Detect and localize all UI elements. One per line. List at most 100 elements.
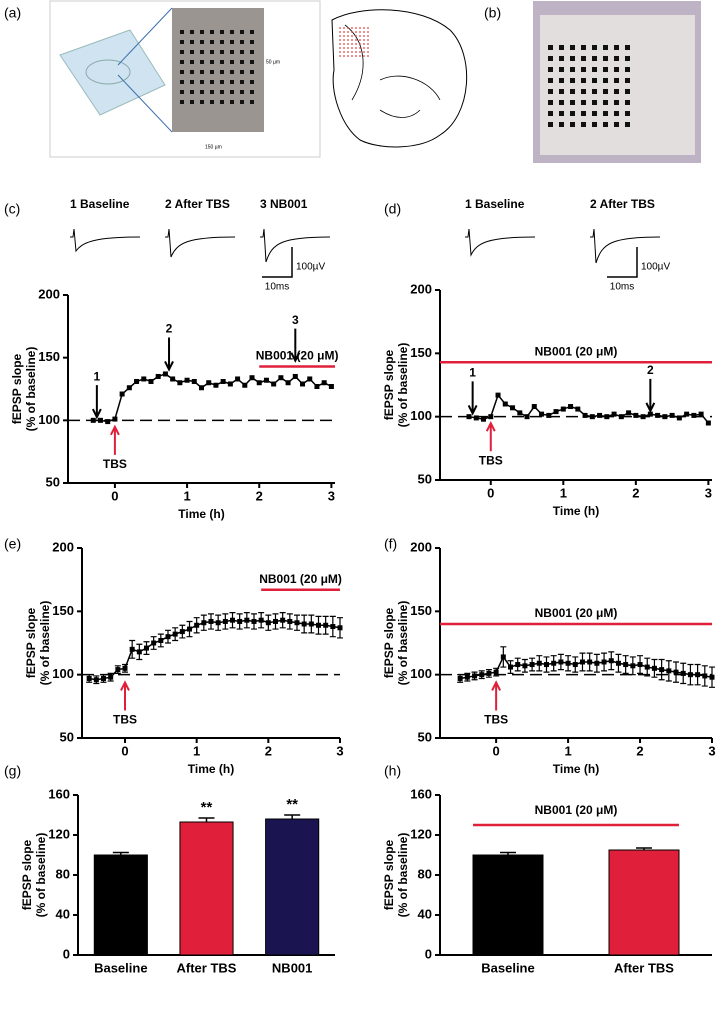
drug-label: NB001 (20 μM): [535, 803, 618, 817]
scale-bar: [607, 247, 638, 278]
series-line: [468, 393, 709, 424]
electrode: [343, 31, 345, 33]
electrode: [240, 100, 244, 104]
electrode: [190, 60, 194, 64]
x-tick-label: 1: [560, 485, 567, 500]
marker: [134, 378, 140, 384]
electrode: [200, 60, 204, 64]
marker: [500, 654, 506, 660]
marker: [300, 381, 306, 387]
electrode: [355, 43, 357, 45]
electrode: [343, 51, 345, 53]
y-axis-label: fEPSP slope: [382, 839, 396, 910]
marker: [486, 670, 492, 676]
drug-label: NB001 (20 μM): [535, 606, 618, 620]
electrode: [603, 56, 608, 61]
marker: [177, 380, 183, 386]
marker: [488, 414, 494, 420]
electrode: [570, 122, 575, 127]
marker: [230, 617, 235, 623]
electrode: [614, 78, 619, 83]
x-tick-label: 2: [265, 743, 272, 758]
marker: [655, 412, 661, 418]
marker: [242, 382, 248, 388]
marker: [457, 675, 463, 681]
marker: [579, 659, 585, 665]
electrode: [363, 51, 365, 53]
electrode: [367, 43, 369, 45]
marker: [184, 377, 190, 383]
electrode: [625, 45, 630, 50]
electrode: [367, 35, 369, 37]
marker: [481, 416, 487, 422]
electrode: [592, 78, 597, 83]
marker: [623, 662, 629, 668]
marker: [307, 376, 313, 382]
marker: [687, 672, 693, 678]
electrode: [339, 39, 341, 41]
electrode: [190, 70, 194, 74]
electrode: [359, 47, 361, 49]
annotation-arrow: [491, 680, 502, 711]
electrode: [614, 67, 619, 72]
electrode: [180, 70, 184, 74]
y-axis-label: (% of baseline): [396, 343, 410, 428]
scale-label: 100µV: [641, 262, 670, 273]
electrode: [625, 78, 630, 83]
marker: [235, 376, 241, 382]
marker: [105, 419, 111, 425]
marker: [227, 381, 233, 387]
marker: [560, 406, 566, 412]
electrode: [548, 67, 553, 72]
electrode: [250, 60, 254, 64]
marker: [565, 660, 571, 666]
electrode: [351, 39, 353, 41]
x-tick-label: 1: [183, 488, 190, 503]
x-tick-label: 3: [705, 485, 712, 500]
electrode: [359, 39, 361, 41]
panel-label: (f): [384, 536, 397, 552]
x-axis-label: Time (h): [178, 507, 224, 521]
marker: [630, 663, 636, 669]
marker: [640, 414, 646, 420]
electrode: [603, 67, 608, 72]
electrode: [343, 27, 345, 29]
marker: [191, 378, 197, 384]
electrode: [570, 78, 575, 83]
electrode: [603, 45, 608, 50]
marker: [466, 414, 472, 420]
x-tick-label: 2: [256, 488, 263, 503]
marker: [97, 417, 103, 423]
electrode: [367, 39, 369, 41]
electrode: [355, 27, 357, 29]
brain-detail: [344, 24, 441, 118]
y-tick-label: 40: [56, 906, 70, 921]
electrode: [355, 31, 357, 33]
y-tick-label: 0: [425, 946, 432, 961]
electrode: [190, 40, 194, 44]
annotation-arrow: [164, 337, 174, 372]
electrode: [570, 111, 575, 116]
marker: [86, 675, 92, 681]
electrode: [548, 45, 553, 50]
electrode: [190, 90, 194, 94]
significance: **: [286, 796, 298, 813]
electrode: [625, 67, 630, 72]
y-tick-label: 80: [56, 866, 70, 881]
marker: [594, 660, 600, 666]
y-tick-label: 50: [418, 471, 432, 486]
electrode: [210, 80, 214, 84]
electrode: [592, 45, 597, 50]
electrode: [355, 55, 357, 57]
annotation-arrow: [110, 424, 120, 455]
marker: [553, 409, 559, 415]
electrode: [220, 60, 224, 64]
marker: [292, 373, 298, 379]
electrode: [339, 51, 341, 53]
marker: [237, 618, 243, 624]
electrode: [347, 55, 349, 57]
marker: [244, 617, 250, 623]
bar: [179, 821, 234, 956]
marker: [669, 412, 675, 418]
